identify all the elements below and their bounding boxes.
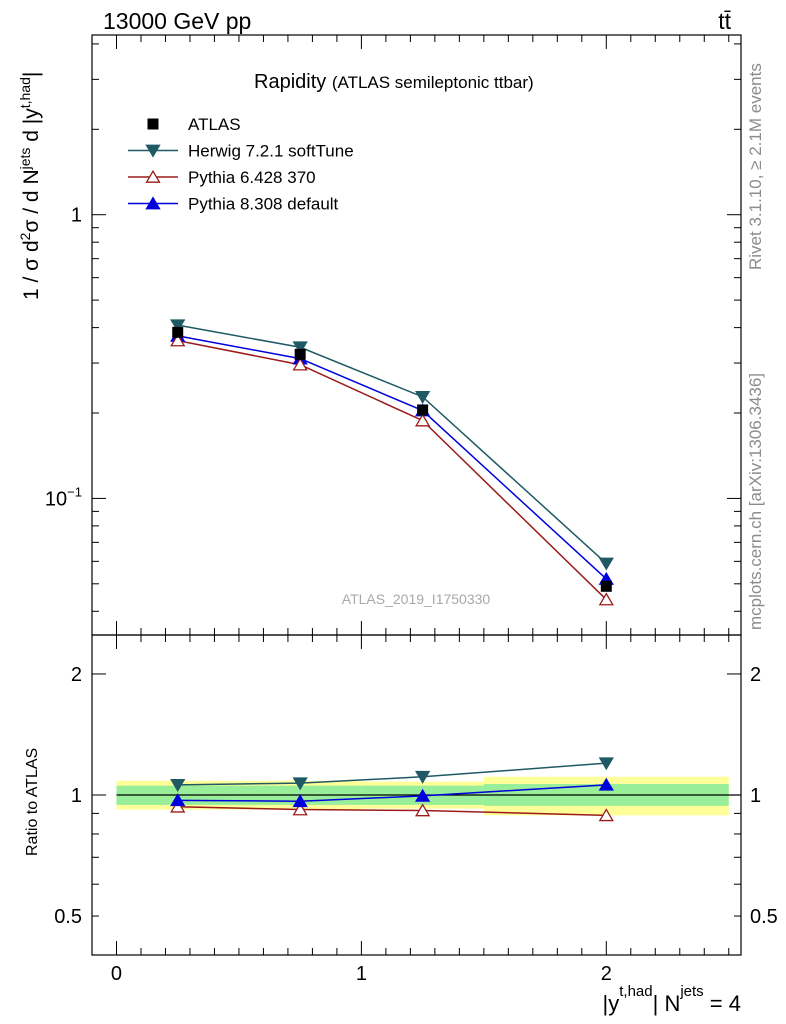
ratio-line [177, 805, 607, 817]
data-point [414, 413, 431, 427]
ratio-point [598, 757, 614, 771]
legend-label: ATLAS [188, 115, 241, 134]
ratio-panel: 0 1 2 0.5 0.5 1 1 2 2 Ratio to ATLAS [24, 634, 778, 985]
process-label: tt̄ [718, 8, 731, 34]
main-y-tick-label: 10−1 [45, 484, 82, 510]
ratio-point [292, 794, 308, 808]
x-tick-label: 0 [111, 963, 122, 985]
data-point [294, 348, 306, 360]
ratio-point [292, 802, 308, 816]
series-line [177, 339, 607, 601]
ratio-point [598, 777, 614, 791]
series-line [177, 324, 607, 564]
x-tick-label: 2 [601, 963, 612, 985]
main-ylabel: 1 / σ d2σ / d Njets d |yt,had| [17, 72, 43, 300]
ratio-ylabel: Ratio to ATLAS [24, 748, 41, 856]
data-point [170, 319, 186, 333]
x-axis-label: |yt,had| Njets = 4 [603, 983, 741, 1016]
legend-entry: ATLAS [147, 115, 241, 134]
ratio-line [177, 762, 607, 786]
data-point [598, 592, 614, 606]
ratio-y-tick-label-right: 0.5 [750, 906, 778, 928]
ratio-point [170, 799, 186, 813]
legend-marker [147, 118, 159, 130]
main-series [170, 319, 614, 606]
ratio-point [170, 778, 186, 792]
data-point [598, 557, 614, 571]
data-point [414, 391, 431, 404]
series-line [177, 335, 607, 580]
legend-marker [145, 144, 161, 158]
ratio-series [170, 757, 614, 822]
legend: ATLAS Herwig 7.2.1 softTune Pythia 6.428 3… [128, 115, 354, 214]
legend-label: Herwig 7.2.1 softTune [188, 142, 354, 161]
legend-label: Pythia 8.308 default [188, 195, 339, 214]
main-y-tick-label: 1 [71, 205, 82, 227]
ratio-y-tick-label-left: 2 [71, 664, 82, 686]
legend-entry: Pythia 6.428 370 [128, 168, 316, 187]
data-point [292, 341, 308, 355]
ratio-point [292, 777, 308, 791]
ratio-frame [91, 634, 742, 956]
ratio-point [598, 808, 614, 822]
ratio-y-tick-label-right: 2 [750, 664, 761, 686]
legend-marker [145, 169, 161, 183]
ratio-y-tick-label-left: 0.5 [54, 906, 82, 928]
ratio-point [414, 788, 431, 802]
rivet-version-label: Rivet 3.1.10, ≥ 2.1M events [746, 63, 765, 270]
ratio-line [177, 784, 607, 802]
data-point [170, 333, 186, 347]
data-point [600, 580, 612, 592]
data-point [292, 357, 308, 371]
data-point [172, 326, 184, 338]
legend-entry: Herwig 7.2.1 softTune [128, 142, 354, 161]
ratio-point [414, 770, 431, 784]
source-label: mcplots.cern.ch [arXiv:1306.3436] [746, 372, 765, 630]
main-axes: 10−1 1 [45, 35, 741, 635]
legend-label: Pythia 6.428 370 [188, 168, 316, 187]
ratio-point [170, 793, 186, 807]
ratio-axes: 0 1 2 0.5 0.5 1 1 2 2 [54, 635, 778, 985]
main-panel: Rapidity (ATLAS semileptonic ttbar) ATLA… [17, 34, 742, 636]
energy-label: 13000 GeV pp [103, 8, 251, 34]
ratio-y-tick-label-right: 1 [750, 785, 761, 807]
data-point [417, 404, 429, 416]
ratio-y-tick-label-left: 1 [71, 785, 82, 807]
x-tick-label: 1 [356, 963, 367, 985]
legend-marker [145, 196, 161, 210]
legend-entry: Pythia 8.308 default [128, 195, 339, 214]
main-title: Rapidity (ATLAS semileptonic ttbar) [254, 71, 534, 93]
analysis-watermark: ATLAS_2019_I1750330 [342, 591, 491, 607]
ratio-point [414, 803, 431, 817]
